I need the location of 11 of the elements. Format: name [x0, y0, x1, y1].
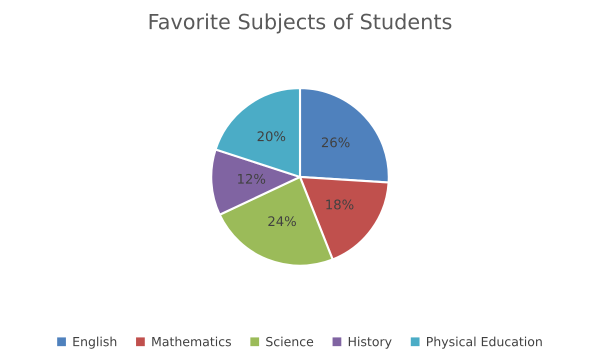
- legend-label: Mathematics: [152, 336, 231, 346]
- data-label: 12%: [238, 174, 266, 184]
- chart-title: Favorite Subjects of Students: [150, 13, 452, 34]
- data-label: 20%: [258, 131, 286, 142]
- data-label: 18%: [326, 199, 354, 210]
- data-label: 24%: [268, 216, 296, 226]
- legend-label: Physical Education: [427, 336, 542, 349]
- legend-label: English: [73, 336, 116, 349]
- legend-label: Science: [266, 336, 314, 346]
- data-label: 26%: [322, 137, 350, 148]
- legend-label: History: [348, 336, 392, 349]
